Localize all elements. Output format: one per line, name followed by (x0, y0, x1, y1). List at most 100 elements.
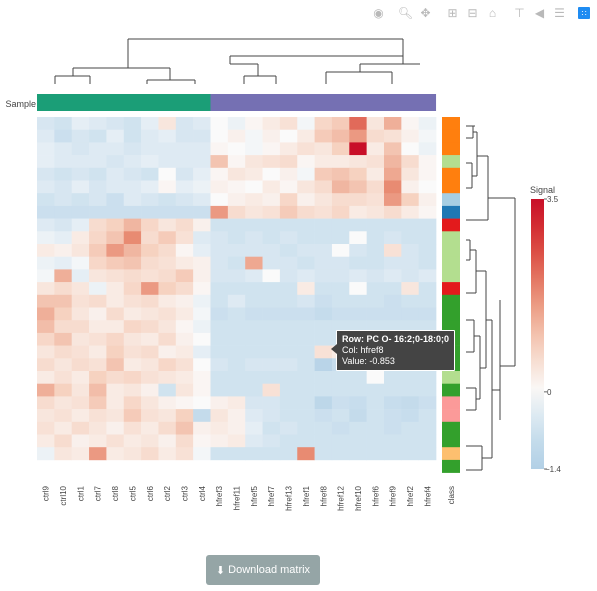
heatmap-cell[interactable] (366, 371, 385, 384)
heatmap-cell[interactable] (123, 256, 142, 270)
heatmap-cell[interactable] (193, 294, 211, 308)
heatmap-cell[interactable] (418, 409, 437, 423)
heatmap-cell[interactable] (89, 193, 107, 207)
heatmap-cell[interactable] (123, 421, 142, 435)
heatmap-cell[interactable] (54, 205, 72, 219)
heatmap-cell[interactable] (331, 383, 350, 397)
heatmap-cell[interactable] (418, 320, 437, 334)
heatmap-cell[interactable] (210, 231, 229, 245)
heatmap-cell[interactable] (418, 155, 437, 169)
heatmap-cell[interactable] (384, 421, 402, 435)
heatmap-cell[interactable] (314, 256, 333, 270)
heatmap-cell[interactable] (227, 231, 246, 245)
heatmap-cell[interactable] (366, 167, 385, 181)
heatmap-cell[interactable] (141, 117, 159, 130)
heatmap-cell[interactable] (262, 421, 281, 435)
heatmap-cell[interactable] (89, 421, 107, 435)
heatmap-cell[interactable] (331, 371, 350, 384)
heatmap-cell[interactable] (418, 218, 437, 232)
heatmap-cell[interactable] (158, 447, 177, 461)
heatmap-cell[interactable] (106, 117, 125, 130)
heatmap-cell[interactable] (279, 282, 298, 296)
heatmap-cell[interactable] (54, 244, 72, 257)
heatmap-cell[interactable] (89, 205, 107, 219)
heatmap-cell[interactable] (314, 117, 333, 130)
heatmap-cell[interactable] (245, 320, 263, 334)
heatmap-cell[interactable] (193, 218, 211, 232)
heatmap-cell[interactable] (245, 193, 263, 207)
heatmap-cell[interactable] (297, 294, 315, 308)
heatmap-cell[interactable] (314, 167, 333, 181)
heatmap-cell[interactable] (349, 117, 367, 130)
heatmap-cell[interactable] (175, 371, 194, 384)
heatmap-cell[interactable] (262, 434, 281, 448)
heatmap-cell[interactable] (245, 434, 263, 448)
heatmap-cell[interactable] (175, 193, 194, 207)
heatmap-cell[interactable] (262, 117, 281, 130)
heatmap-cell[interactable] (175, 218, 194, 232)
heatmap-cell[interactable] (297, 218, 315, 232)
heatmap-cell[interactable] (227, 193, 246, 207)
heatmap-cell[interactable] (193, 167, 211, 181)
heatmap-cell[interactable] (37, 345, 55, 359)
heatmap-cell[interactable] (418, 167, 437, 181)
heatmap-cell[interactable] (418, 142, 437, 156)
heatmap-cell[interactable] (314, 180, 333, 194)
heatmap-cell[interactable] (314, 142, 333, 156)
heatmap-cell[interactable] (366, 409, 385, 423)
heatmap-cell[interactable] (175, 294, 194, 308)
heatmap-cell[interactable] (193, 409, 211, 423)
heatmap-cell[interactable] (349, 167, 367, 181)
heatmap-cell[interactable] (384, 129, 402, 143)
heatmap-cell[interactable] (54, 320, 72, 334)
heatmap-cell[interactable] (349, 421, 367, 435)
heatmap-cell[interactable] (227, 358, 246, 372)
heatmap-cell[interactable] (71, 409, 90, 423)
heatmap-cell[interactable] (71, 155, 90, 169)
heatmap-cell[interactable] (123, 320, 142, 334)
heatmap-cell[interactable] (245, 345, 263, 359)
heatmap-cell[interactable] (158, 155, 177, 169)
heatmap-cell[interactable] (54, 307, 72, 321)
heatmap-cell[interactable] (245, 117, 263, 130)
heatmap-cell[interactable] (297, 269, 315, 283)
heatmap-cell[interactable] (245, 244, 263, 257)
heatmap-cell[interactable] (106, 371, 125, 384)
heatmap-cell[interactable] (37, 282, 55, 296)
heatmap-cell[interactable] (175, 282, 194, 296)
heatmap-cell[interactable] (158, 244, 177, 257)
camera-icon[interactable]: ◉ (373, 6, 384, 20)
heatmap-cell[interactable] (123, 142, 142, 156)
heatmap-cell[interactable] (210, 409, 229, 423)
heatmap-cell[interactable] (227, 421, 246, 435)
heatmap-cell[interactable] (349, 193, 367, 207)
heatmap-cell[interactable] (71, 193, 90, 207)
heatmap-cell[interactable] (279, 269, 298, 283)
heatmap-cell[interactable] (384, 383, 402, 397)
heatmap-cell[interactable] (314, 371, 333, 384)
heatmap-cell[interactable] (384, 117, 402, 130)
heatmap-cell[interactable] (384, 409, 402, 423)
heatmap-cell[interactable] (158, 396, 177, 410)
heatmap-cell[interactable] (314, 345, 333, 359)
heatmap-cell[interactable] (141, 434, 159, 448)
heatmap-cell[interactable] (89, 332, 107, 346)
heatmap-cell[interactable] (349, 180, 367, 194)
heatmap-cell[interactable] (297, 231, 315, 245)
heatmap-cell[interactable] (37, 447, 55, 461)
heatmap-cell[interactable] (141, 129, 159, 143)
heatmap-cell[interactable] (279, 167, 298, 181)
heatmap-cell[interactable] (418, 256, 437, 270)
heatmap-cell[interactable] (349, 142, 367, 156)
heatmap-cell[interactable] (245, 180, 263, 194)
heatmap-cell[interactable] (366, 447, 385, 461)
heatmap-cell[interactable] (331, 320, 350, 334)
heatmap-cell[interactable] (158, 320, 177, 334)
heatmap-cell[interactable] (210, 167, 229, 181)
heatmap-cell[interactable] (71, 383, 90, 397)
heatmap-cell[interactable] (297, 282, 315, 296)
heatmap-cell[interactable] (193, 155, 211, 169)
heatmap-cell[interactable] (262, 129, 281, 143)
heatmap-cell[interactable] (141, 358, 159, 372)
heatmap-cell[interactable] (175, 269, 194, 283)
